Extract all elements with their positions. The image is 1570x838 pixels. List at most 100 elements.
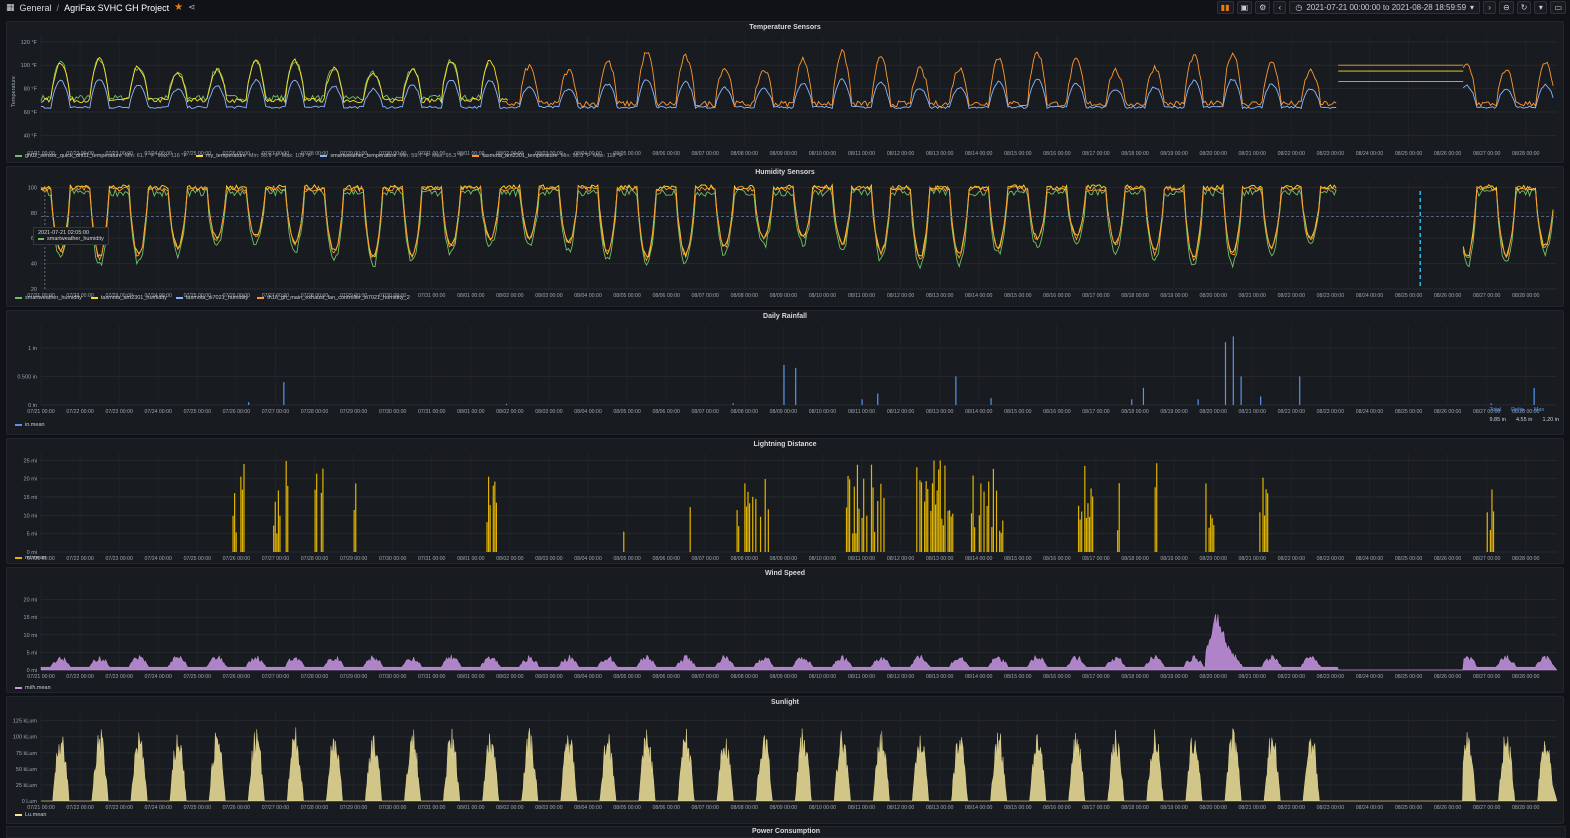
legend-stats: Total Delta Max 9.85 in 4.55 in 1.20 in [1489,407,1559,423]
panel-lightning[interactable]: 0 mi 5 mi 10 mi 15 mi 20 mi 25 mi 07/21 00:00 0… [6,438,1564,564]
star-icon[interactable]: ★ [174,2,184,13]
x-tick-label: 07/23 00:00 [105,805,133,811]
y-tick-label: 100 kLum [13,735,38,741]
stat-header[interactable]: Total [1489,407,1502,413]
bar-mark [767,509,769,552]
x-tick-label: 08/24 00:00 [1356,556,1384,562]
x-tick-label: 07/29 00:00 [340,805,368,811]
x-tick-label: 08/23 00:00 [1317,674,1345,680]
legend-item[interactable]: Lu.mean [15,812,46,818]
time-back-button[interactable]: ‹ [1273,1,1287,14]
bar-mark [880,483,882,552]
x-tick-label: 08/08 00:00 [731,293,759,299]
zoom-out-button[interactable]: ⊖ [1499,1,1514,14]
bar-mark [1156,463,1158,552]
stat-header[interactable]: Delta [1511,407,1524,413]
bar-mark [1131,399,1133,405]
time-picker-button[interactable]: ◷ 2021-07-21 00:00:00 to 2021-08-28 18:5… [1289,1,1481,14]
panel-wind[interactable]: 0 mi 5 mi 10 mi 15 mi 20 mi 07/21 00:00 07/22 … [6,567,1564,693]
add-panel-button[interactable]: ▮▮ [1216,1,1234,14]
x-tick-label: 08/26 00:00 [1434,674,1462,680]
bar-mark [1211,518,1213,552]
dashboard-toolbar: ▮▮ ▣ ⚙ ‹ ◷ 2021-07-21 00:00:00 to 2021-0… [1216,1,1566,14]
y-tick-label: 40 °F [24,133,38,139]
bar-mark [489,505,491,552]
bar-mark [759,516,762,552]
legend-item[interactable]: smartweather_humidity [15,295,82,301]
x-tick-label: 08/28 00:00 [1512,293,1540,299]
x-tick-label: 08/03 00:00 [535,151,563,157]
x-tick-label: 08/27 00:00 [1473,556,1501,562]
time-forward-button[interactable]: › [1483,1,1497,14]
y-tick-label: 50 kLum [16,767,38,773]
x-tick-label: 08/05 00:00 [613,805,641,811]
chart-wind[interactable]: 0 mi 5 mi 10 mi 15 mi 20 mi 07/21 00:00 07/22 … [7,568,1565,694]
bar-mark [853,486,855,552]
x-tick-label: 07/23 00:00 [105,674,133,680]
x-tick-label: 07/21 00:00 [27,805,55,811]
chart-sunlight[interactable]: 0 Lum 25 kLum 50 kLum 75 kLum 100 kLum 125 kL… [7,697,1565,825]
bar-mark [924,501,926,552]
bar-mark [1491,489,1493,552]
bar-mark [1117,530,1119,552]
x-tick-label: 08/26 00:00 [1434,409,1462,415]
x-tick-label: 08/10 00:00 [809,556,837,562]
apps-grid-icon[interactable]: ▦ [6,2,15,12]
x-tick-label: 07/28 00:00 [301,805,329,811]
panel-power-consumption[interactable]: Power Consumption [6,826,1566,838]
x-tick-label: 08/01 00:00 [457,805,485,811]
x-tick-label: 07/24 00:00 [145,674,173,680]
bar-mark [944,465,946,552]
chart-temperature[interactable]: 40 °F 60 °F 80 °F 100 °F 120 °F 07/21 00:00 07… [7,22,1565,164]
refresh-button[interactable]: ↻ [1516,1,1532,14]
legend-item[interactable]: tasmota_si7021_humidity [175,295,248,301]
legend-item[interactable]: mi.mean [15,555,46,561]
tv-mode-button[interactable]: ▭ [1550,1,1566,14]
x-tick-label: 07/29 00:00 [340,409,368,415]
x-tick-label: 07/25 00:00 [184,409,212,415]
panel-rainfall[interactable]: 0 in 0.500 in 1 in 07/21 00:00 07/22 00:00 07… [6,310,1564,435]
panel-sunlight[interactable]: 0 Lum 25 kLum 50 kLum 75 kLum 100 kLum 125 kL… [6,696,1564,824]
legend-item[interactable]: my_temperature Min: 50.9 °F Max: 109 °F [195,153,311,159]
legend-item[interactable]: tasmota_am2301_temperature Min: 58.3 °F Ma… [472,153,623,159]
x-tick-label: 08/22 00:00 [1278,674,1306,680]
chart-lightning[interactable]: 0 mi 5 mi 10 mi 15 mi 20 mi 25 mi 07/21 00:00 0… [7,439,1565,565]
bar-mark [920,482,923,552]
share-icon[interactable]: ⋖ [188,2,196,12]
y-tick-label: 80 °F [24,87,38,93]
legend-item[interactable]: gh02_sensor_quick_dht11_temperature Min: … [15,153,187,159]
chart-rainfall[interactable]: 0 in 0.500 in 1 in 07/21 00:00 07/22 00:00 07… [7,311,1565,436]
legend-item[interactable]: in.mean [15,422,45,428]
x-tick-label: 08/09 00:00 [770,805,798,811]
x-tick-label: 07/31 00:00 [418,556,446,562]
bar-mark [877,393,879,405]
x-tick-label: 08/27 00:00 [1473,674,1501,680]
breadcrumb-folder[interactable]: General [19,2,52,13]
legend-item[interactable]: th16_gh_main_exhaust_fan_controller_si70… [257,295,410,301]
bar-mark [1259,512,1261,552]
legend-swatch [15,557,22,559]
legend-item[interactable]: tasmota_am2301_humidity [90,295,167,301]
x-tick-label: 07/29 00:00 [340,556,368,562]
legend-item[interactable]: mi/h.mean [15,685,51,691]
y-tick-label: 100 °F [21,63,38,69]
legend-swatch [15,687,22,689]
refresh-interval-button[interactable]: ▾ [1534,1,1548,14]
dashboard-title[interactable]: AgriFax SVHC GH Project [64,2,170,13]
save-dashboard-button[interactable]: ▣ [1236,1,1253,14]
x-tick-label: 08/19 00:00 [1160,151,1188,157]
bar-mark [861,399,863,405]
bar-mark [1213,525,1215,552]
bar-mark [316,473,318,552]
legend-item[interactable]: smartweather_temperature Min: 59.7 °F Max:… [320,153,463,159]
stat-header[interactable]: Max [1533,407,1545,413]
x-tick-label: 08/28 00:00 [1512,674,1540,680]
dashboard-settings-button[interactable]: ⚙ [1255,1,1271,14]
panel-temperature[interactable]: 40 °F 60 °F 80 °F 100 °F 120 °F 07/21 00:00 07… [6,21,1564,163]
legend: mi/h.mean [15,685,51,691]
bar-mark [248,402,250,405]
x-tick-label: 08/14 00:00 [965,556,993,562]
bar-mark [1267,493,1269,552]
